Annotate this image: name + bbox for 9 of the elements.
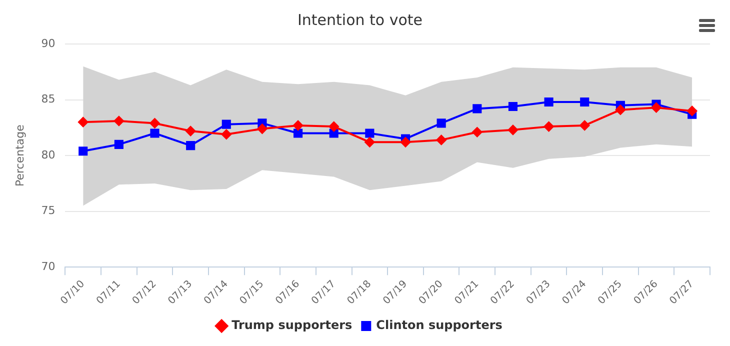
y-tick-label: 80 [41, 148, 56, 162]
y-tick-label: 75 [41, 204, 56, 218]
chart-title: Intention to vote [297, 10, 423, 29]
y-axis-title: Percentage [13, 124, 26, 187]
y-tick-label: 85 [41, 92, 56, 106]
legend-label: Clinton supporters [376, 318, 502, 332]
y-tick-label: 70 [41, 260, 56, 273]
legend-label: Trump supporters [232, 318, 352, 332]
y-tick-label: 90 [41, 36, 56, 50]
